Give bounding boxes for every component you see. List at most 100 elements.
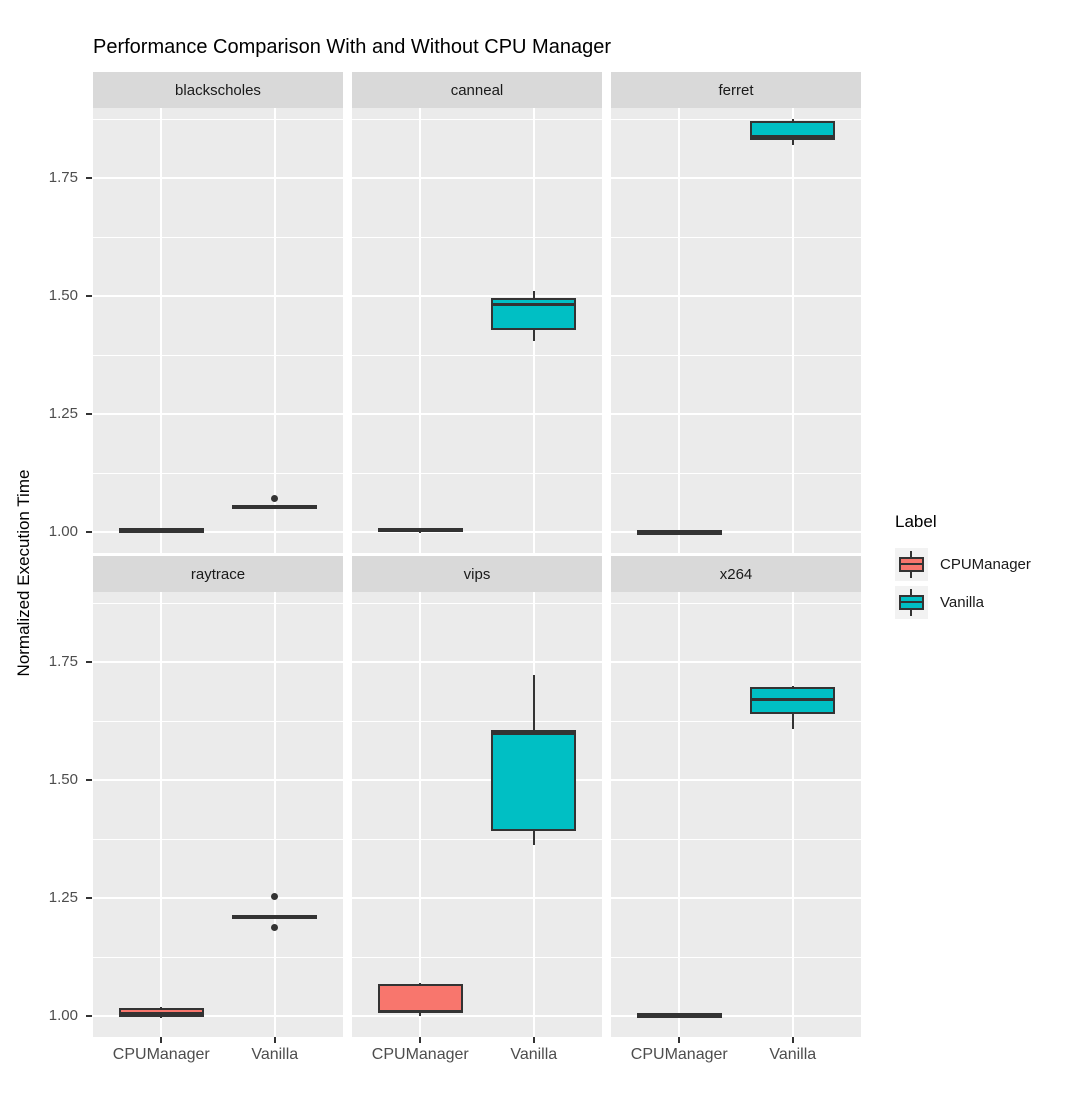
whisker-lower-raytrace-cpumanager [160, 1017, 163, 1019]
whisker-upper-canneal-vanilla [532, 290, 535, 298]
median-blackscholes-cpumanager [118, 528, 204, 532]
facet-strip-ferret: ferret [611, 72, 861, 108]
y-tick-label: 1.50 [48, 287, 78, 305]
x-tick-mark [532, 1037, 535, 1043]
median-ferret-vanilla [750, 135, 836, 139]
gridline-major [93, 413, 343, 416]
gridline-vertical [273, 592, 276, 1037]
facet-panel-x264 [611, 592, 861, 1037]
facet-strip-x264: x264 [611, 556, 861, 592]
median-raytrace-vanilla [232, 914, 318, 918]
gridline-major [611, 661, 861, 664]
gridline-major [611, 1015, 861, 1018]
gridline-minor [352, 118, 602, 120]
gridline-major [93, 531, 343, 534]
facet-strip-label: vips [463, 565, 491, 583]
gridline-major [352, 413, 602, 416]
facet-strip-vips: vips [352, 556, 602, 592]
facet-strip-label: ferret [718, 81, 754, 99]
gridline-minor [93, 236, 343, 238]
box-vips-cpumanager [377, 984, 463, 1013]
median-canneal-vanilla [491, 302, 577, 306]
outlier-blackscholes-vanilla [271, 495, 279, 503]
gridline-vertical [678, 108, 681, 553]
facet-strip-label: blackscholes [175, 81, 261, 99]
x-category-label: CPUManager [112, 1046, 210, 1063]
gridline-minor [93, 472, 343, 474]
gridline-major [352, 897, 602, 900]
facet-panel-blackscholes [93, 108, 343, 553]
gridline-major [352, 779, 602, 782]
gridline-minor [352, 236, 602, 238]
y-tick-mark [86, 531, 92, 534]
y-tick-label: 1.00 [48, 523, 78, 541]
gridline-major [93, 779, 343, 782]
gridline-vertical [678, 592, 681, 1037]
gridline-major [352, 531, 602, 534]
y-tick-label: 1.25 [48, 405, 78, 423]
gridline-vertical [419, 592, 422, 1037]
gridline-major [611, 779, 861, 782]
gridline-major [352, 295, 602, 298]
x-tick-mark [419, 1037, 422, 1043]
facet-strip-blackscholes: blackscholes [93, 72, 343, 108]
x-category-label: CPUManager [630, 1046, 728, 1063]
gridline-minor [93, 720, 343, 722]
y-tick-label: 1.00 [48, 1007, 78, 1025]
legend: Label CPUManager Vanilla [895, 512, 1078, 624]
gridline-minor [352, 472, 602, 474]
facet-strip-raytrace: raytrace [93, 556, 343, 592]
facet-strip-label: x264 [719, 565, 753, 583]
whisker-upper-raytrace-cpumanager [160, 1007, 163, 1009]
x-tick-mark [791, 1037, 794, 1043]
x-tick-mark [273, 1037, 276, 1043]
gridline-major [352, 177, 602, 180]
facet-panel-canneal [352, 108, 602, 553]
legend-key-boxplot-glyph [895, 548, 928, 581]
gridline-major [611, 413, 861, 416]
gridline-minor [611, 720, 861, 722]
glyph-median-line [899, 601, 924, 603]
gridline-major [611, 897, 861, 900]
gridline-minor [611, 956, 861, 958]
gridline-minor [93, 118, 343, 120]
median-ferret-cpumanager [636, 530, 722, 534]
gridline-minor [611, 472, 861, 474]
whisker-lower-vips-vanilla [532, 831, 535, 846]
y-tick-mark [86, 177, 92, 180]
gridline-major [611, 177, 861, 180]
y-tick-mark [86, 897, 92, 900]
facet-strip-label: raytrace [190, 565, 246, 583]
y-tick-mark [86, 413, 92, 416]
whisker-lower-ferret-vanilla [791, 140, 794, 146]
gridline-major [93, 897, 343, 900]
facet-panel-vips [352, 592, 602, 1037]
gridline-minor [93, 602, 343, 604]
gridline-vertical [791, 592, 794, 1037]
gridline-minor [611, 602, 861, 604]
box-vips-vanilla [491, 729, 577, 832]
gridline-minor [93, 354, 343, 356]
whisker-upper-vips-vanilla [532, 674, 535, 730]
gridline-major [93, 177, 343, 180]
box-x264-vanilla [750, 687, 836, 715]
facet-panel-ferret [611, 108, 861, 553]
facet-strip-canneal: canneal [352, 72, 602, 108]
y-tick-label: 1.25 [48, 889, 78, 907]
x-category-label: Vanilla [510, 1046, 558, 1063]
y-tick-label: 1.75 [48, 653, 78, 671]
gridline-minor [352, 720, 602, 722]
gridline-major [352, 1015, 602, 1018]
facet-panel-raytrace [93, 592, 343, 1037]
plot-title: Performance Comparison With and Without … [93, 36, 611, 58]
legend-items: CPUManager Vanilla [895, 548, 1078, 619]
gridline-minor [352, 956, 602, 958]
x-tick-mark [678, 1037, 681, 1043]
x-category-label: CPUManager [371, 1046, 469, 1063]
y-tick-mark [86, 779, 92, 782]
gridline-minor [611, 236, 861, 238]
gridline-minor [352, 838, 602, 840]
gridline-major [352, 661, 602, 664]
legend-item-label: Vanilla [940, 594, 984, 611]
